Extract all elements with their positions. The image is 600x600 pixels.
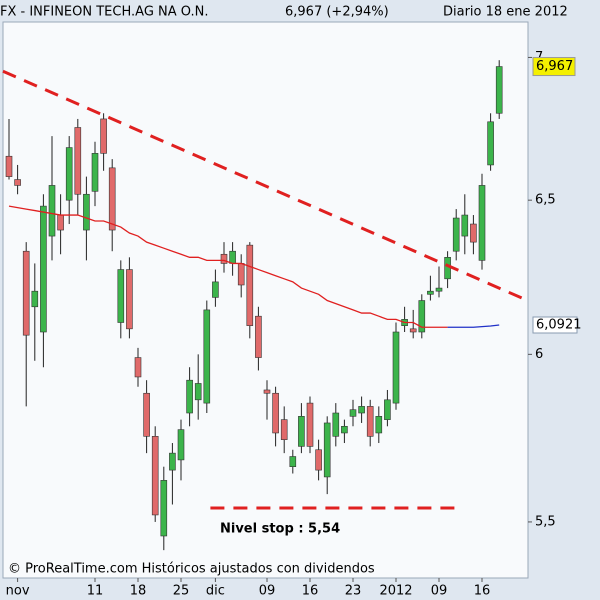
price-header: 6,967 (+2,94%)	[285, 5, 389, 20]
candle-body	[409, 328, 417, 333]
candle-body	[186, 379, 193, 414]
period-header: Diario 18 ene 2012	[443, 5, 568, 20]
candle-body	[332, 412, 340, 437]
candle-body	[418, 300, 426, 333]
candle-body	[5, 155, 13, 177]
candle-body	[246, 244, 254, 326]
x-tick-label: nov	[6, 584, 30, 599]
y-tick-label: 6,5	[535, 193, 556, 208]
candle-body	[255, 315, 262, 358]
candle-body	[134, 357, 142, 378]
x-tick-label: 09	[259, 584, 276, 599]
candle-body	[48, 185, 56, 237]
footer: © ProRealTime.com Históricos ajustados c…	[8, 562, 375, 577]
candle-body	[57, 214, 64, 231]
candle-body	[263, 389, 271, 394]
candle-body	[91, 153, 99, 192]
candle-body	[366, 406, 374, 437]
candle-body	[22, 250, 30, 336]
x-tick-label: 18	[130, 584, 147, 599]
candle-body	[212, 281, 219, 298]
candle-body	[358, 406, 365, 414]
candle-body	[289, 456, 297, 467]
x-tick-label: 23	[345, 584, 362, 599]
candle-body	[229, 250, 236, 264]
candle-body	[203, 309, 211, 404]
candle-body	[392, 331, 400, 404]
candle-body	[83, 193, 90, 231]
candle-body	[315, 449, 322, 471]
candle-body	[151, 436, 159, 516]
candle-body	[341, 425, 348, 434]
x-tick-label: 2012	[379, 584, 412, 599]
trendline	[2, 69, 529, 302]
candle-body	[375, 416, 383, 434]
candle-body	[143, 392, 150, 437]
candle-body	[160, 480, 168, 537]
candle-body	[220, 253, 228, 264]
candle-body	[280, 419, 288, 440]
candle-body	[272, 392, 279, 434]
candle-body	[14, 179, 21, 186]
candle-body	[349, 409, 357, 417]
x-tick-label: 09	[431, 584, 448, 599]
x-tick-label: dic	[206, 584, 225, 599]
candle-body	[108, 167, 116, 231]
x-tick-label: 25	[173, 584, 190, 599]
price-tag	[532, 57, 576, 77]
candle-body	[31, 290, 39, 308]
candle-body	[323, 422, 331, 478]
x-tick-label: 11	[87, 584, 104, 599]
candle-body	[100, 118, 107, 154]
candle-body	[306, 402, 314, 447]
price-tag	[532, 316, 578, 334]
candle-body	[470, 223, 477, 243]
candle-body	[384, 399, 391, 420]
y-tick-label: 5,5	[535, 514, 556, 529]
candle-body	[487, 121, 494, 166]
candle-body	[40, 205, 47, 333]
stop-label: Nivel stop : 5,54	[220, 521, 340, 536]
candle-body	[74, 127, 82, 195]
x-tick-label: 16	[302, 584, 319, 599]
chart-title: FX - INFINEON TECH.AG NA O.N.	[0, 5, 208, 20]
candle-body	[65, 147, 73, 201]
candle-body	[435, 287, 443, 292]
candle-body	[298, 416, 305, 447]
candle-body	[169, 452, 176, 471]
candle-body	[452, 217, 460, 252]
candle-body	[427, 290, 434, 295]
candle-body	[478, 185, 486, 261]
candle-body	[117, 269, 125, 323]
plot-area	[2, 21, 529, 579]
price-tag-label: 6,967	[536, 59, 573, 74]
moving-average	[447, 324, 500, 328]
candle-body	[495, 66, 503, 114]
candle-body	[126, 269, 133, 330]
candle-body	[237, 263, 245, 286]
y-tick-label: 6	[535, 347, 543, 362]
candle-body	[177, 429, 185, 461]
x-tick-label: 16	[474, 584, 491, 599]
price-tag-label: 6,0921	[536, 318, 582, 333]
moving-average	[8, 205, 448, 328]
candle-body	[461, 214, 469, 237]
candle-body	[194, 383, 202, 401]
